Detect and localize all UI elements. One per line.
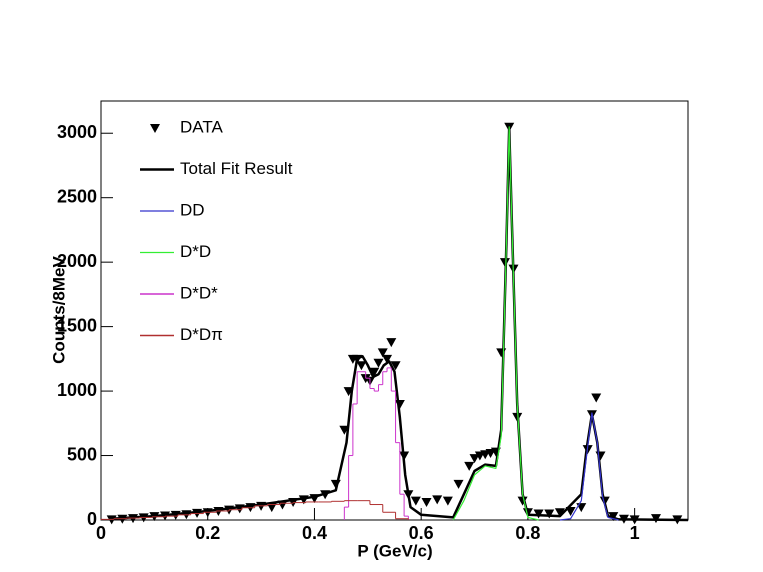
data-point — [442, 496, 453, 506]
y-tick-label: 0 — [87, 509, 97, 529]
plot-frame — [100, 100, 689, 521]
x-axis-title: P (GeV/c) — [357, 541, 432, 560]
data-point — [554, 508, 565, 518]
x-tick-label: 0.6 — [409, 523, 434, 543]
data-point — [356, 361, 367, 371]
data-point — [591, 393, 602, 403]
legend-label: DD — [180, 200, 205, 219]
fit-curve — [452, 126, 539, 521]
x-tick-label: 0.8 — [515, 523, 540, 543]
data-point — [382, 354, 393, 364]
data-point — [421, 497, 432, 507]
data-point — [390, 361, 401, 371]
data-point — [266, 503, 277, 513]
data-point — [373, 358, 384, 368]
data-point — [544, 509, 555, 519]
data-point — [453, 479, 464, 489]
y-tick-label: 2500 — [57, 186, 97, 206]
fit-curve — [559, 412, 619, 521]
data-point — [377, 348, 388, 358]
data-point — [595, 451, 606, 461]
data-point — [410, 496, 421, 506]
legend-label: DATA — [180, 117, 223, 136]
y-tick-label: 1500 — [57, 315, 97, 335]
data-point — [496, 348, 507, 358]
data-point — [386, 338, 397, 348]
y-axis-title: Counts/8MeV — [49, 256, 68, 364]
y-tick-label: 3000 — [57, 122, 97, 142]
y-tick-label: 1000 — [57, 380, 97, 400]
legend-marker — [150, 124, 160, 133]
legend-label: D*D — [180, 242, 211, 261]
y-tick-label: 2000 — [57, 251, 97, 271]
data-point — [464, 461, 475, 471]
y-tick-label: 500 — [67, 444, 97, 464]
legend-label: D*D* — [180, 283, 218, 302]
data-point — [432, 495, 443, 505]
x-tick-label: 0.2 — [195, 523, 220, 543]
x-tick-label: 0.4 — [302, 523, 327, 543]
fit-curve — [111, 125, 689, 522]
data-point — [369, 367, 380, 377]
legend-label: Total Fit Result — [180, 159, 293, 178]
legend-label: D*Dπ — [180, 325, 223, 344]
x-tick-label: 0 — [96, 523, 106, 543]
x-tick-label: 1 — [630, 523, 640, 543]
data-point — [469, 454, 480, 464]
